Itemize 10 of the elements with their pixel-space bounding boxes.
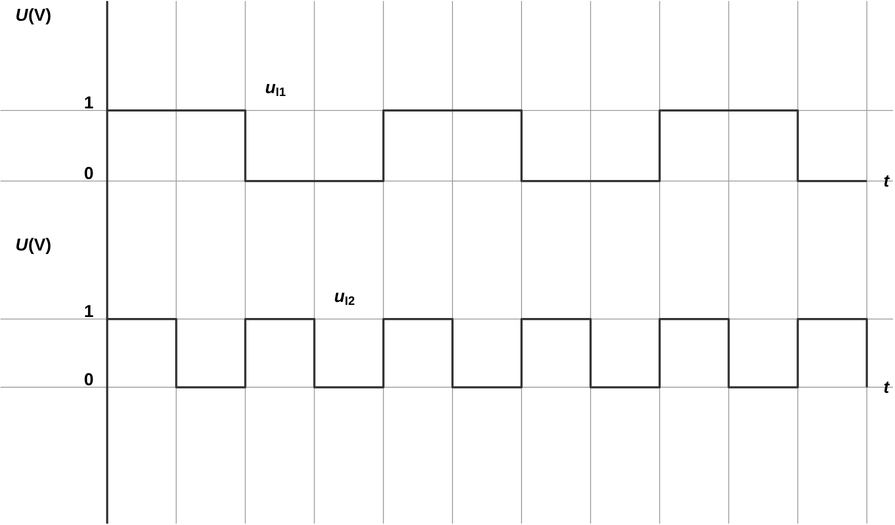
- y-tick-label: 0: [84, 167, 93, 180]
- y-tick-label: 1: [85, 96, 94, 109]
- x-axis-title: t: [884, 175, 890, 187]
- y-axis-title: U(V): [16, 238, 50, 254]
- y-axis-title: U(V): [16, 8, 50, 24]
- series-label: u$_{I1}$: [266, 84, 286, 96]
- series-label: u$_{I2}$: [334, 292, 354, 306]
- y-tick-label: 0: [84, 373, 93, 386]
- y-tick-label: 1: [85, 305, 94, 318]
- x-axis-title: t: [884, 382, 890, 394]
